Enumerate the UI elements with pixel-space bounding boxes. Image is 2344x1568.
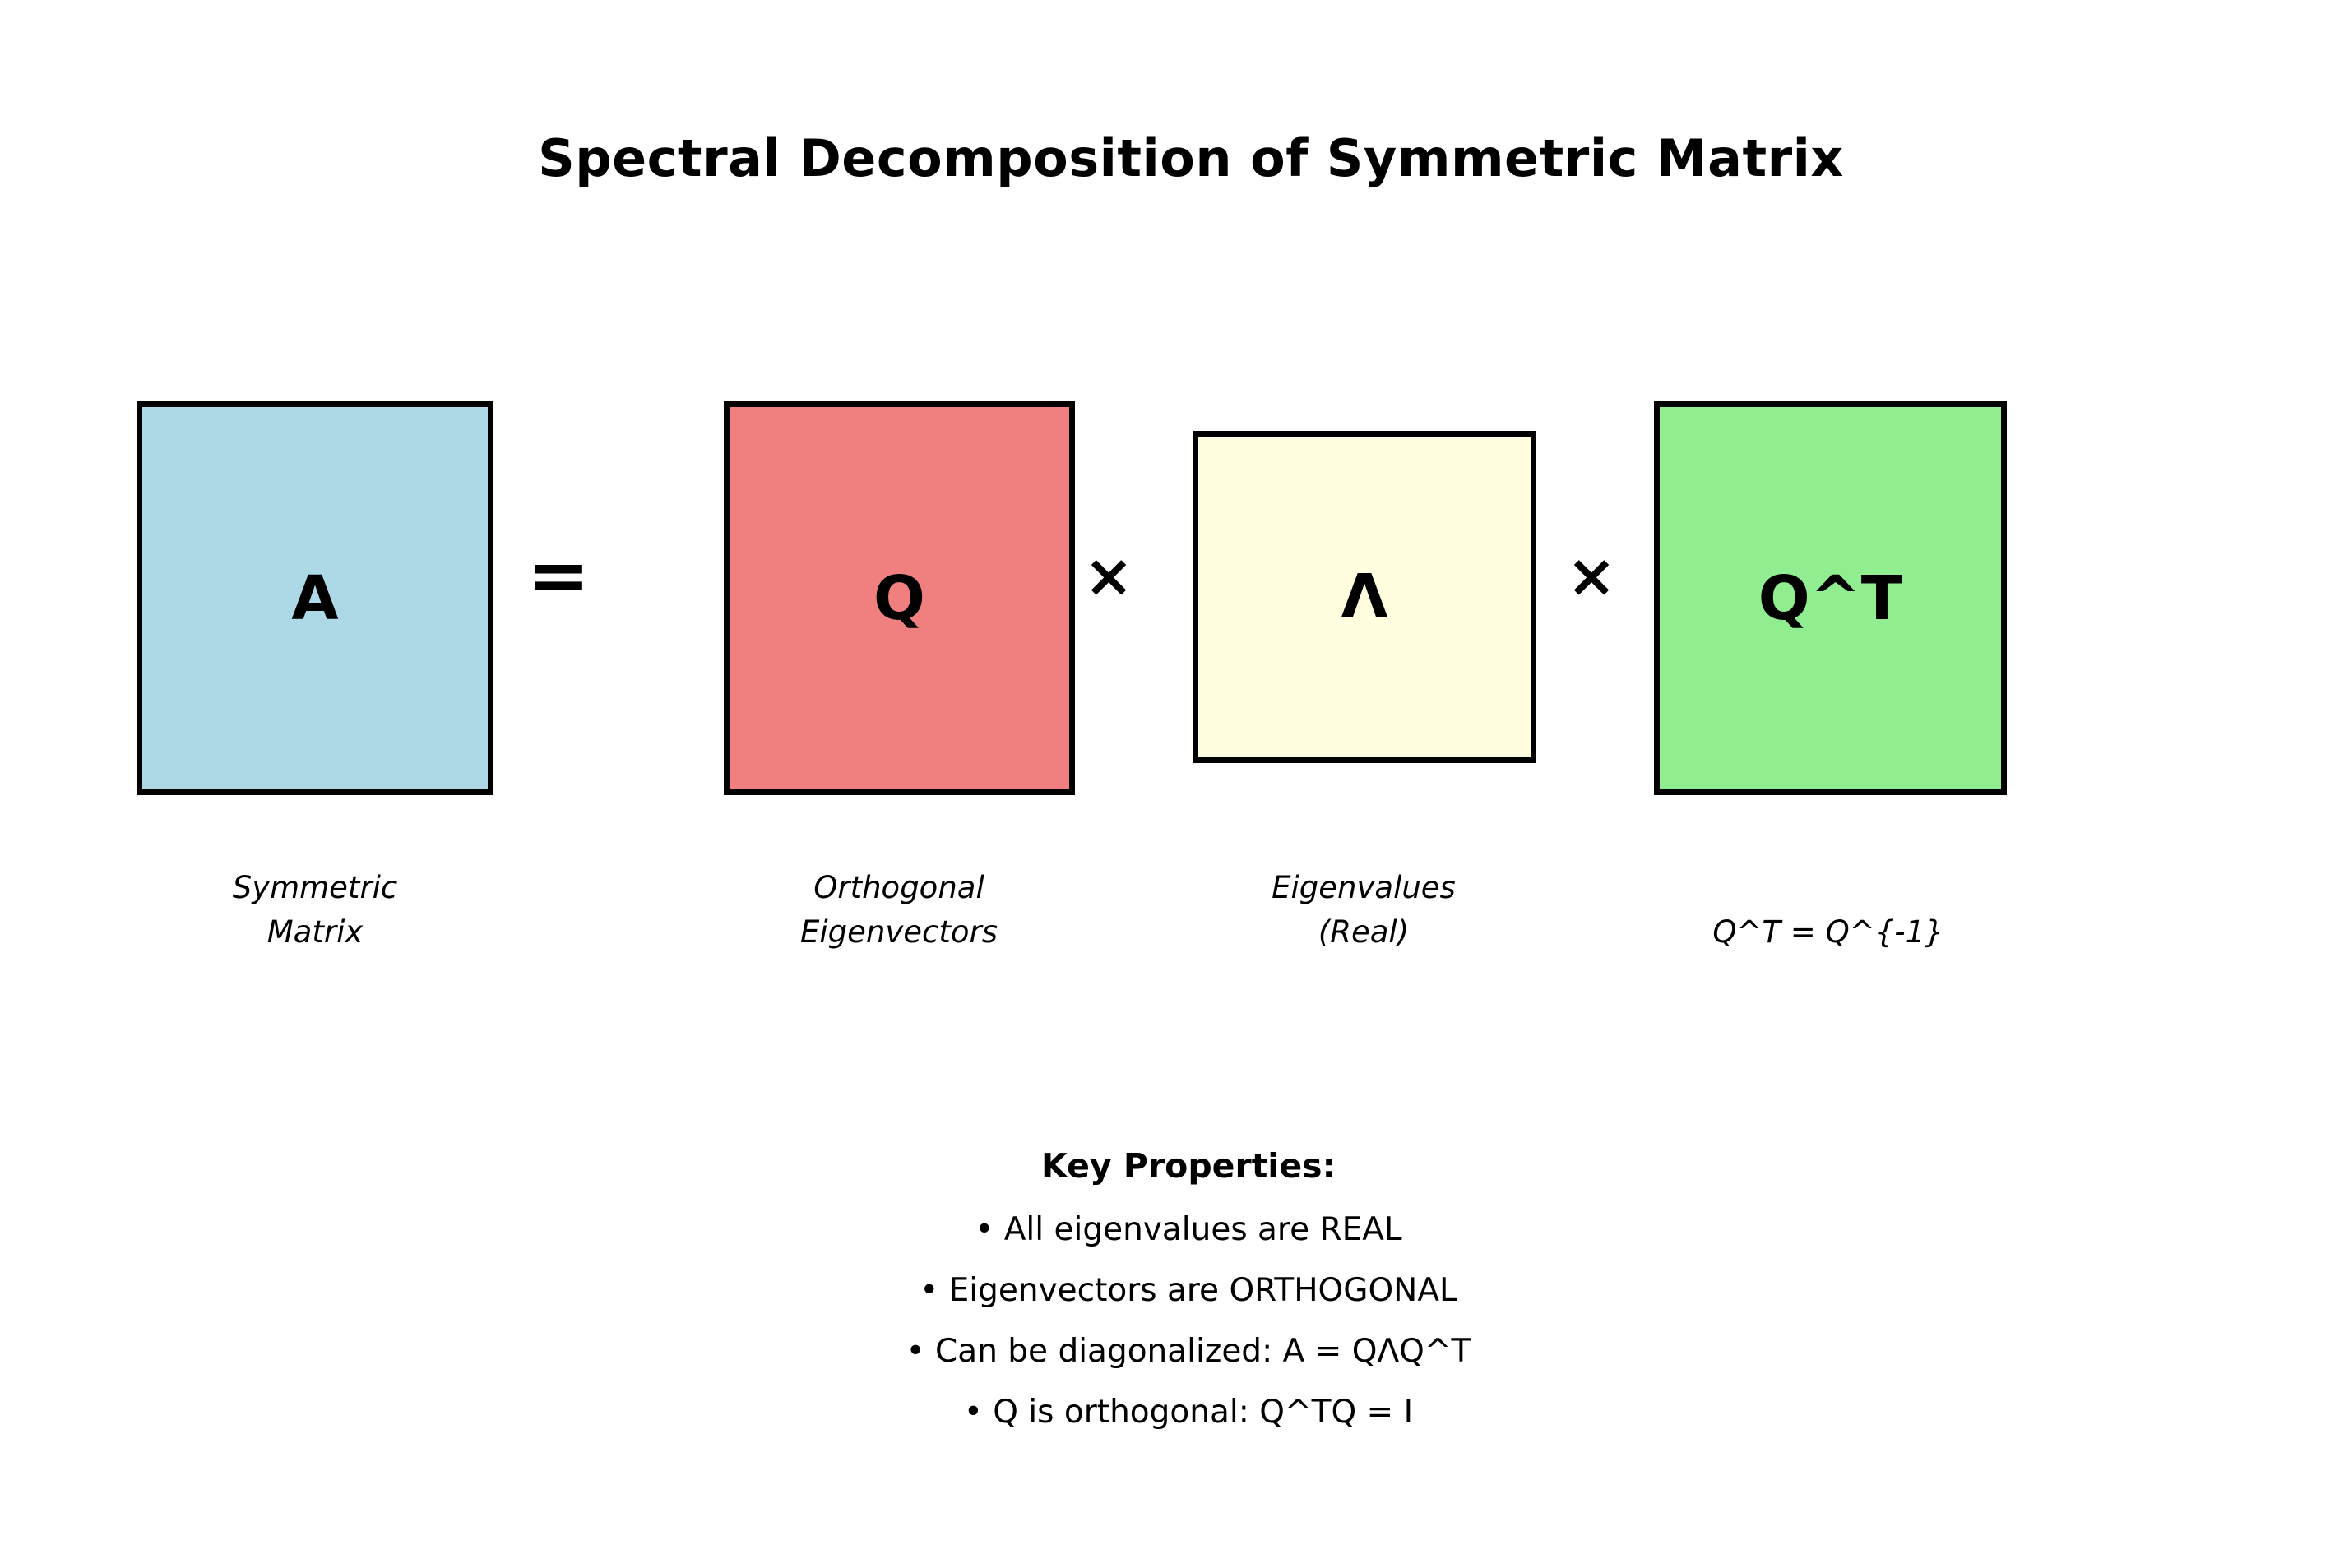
matrix-q-label: Q <box>873 562 925 634</box>
key-properties-heading: Key Properties: <box>1041 1146 1336 1186</box>
caption-symmetric-matrix: Symmetric Matrix <box>232 870 398 950</box>
page-title: Spectral Decomposition of Symmetric Matr… <box>538 128 1844 188</box>
matrix-box-q: Q <box>724 401 1075 795</box>
equals-sign: = <box>526 531 591 619</box>
multiply-sign-1: × <box>1083 541 1134 610</box>
matrix-qt-label: Q^T <box>1758 562 1903 634</box>
key-property-item: • Eigenvectors are ORTHOGONAL <box>920 1272 1457 1309</box>
multiply-sign-2: × <box>1566 541 1617 610</box>
key-property-item: • Q is orthogonal: Q^TQ = I <box>963 1394 1414 1431</box>
matrix-a-label: A <box>291 562 339 634</box>
caption-orthogonal-eigenvectors: Orthogonal Eigenvectors <box>800 870 998 950</box>
key-property-item: • Can be diagonalized: A = QΛQ^T <box>906 1333 1471 1370</box>
matrix-box-qt: Q^T <box>1654 401 2007 795</box>
matrix-box-a: A <box>137 401 493 795</box>
caption-qt-equals-q-inverse: Q^T = Q^{-1} <box>1712 914 1944 950</box>
matrix-box-lambda: Λ <box>1193 431 1536 763</box>
caption-eigenvalues-real: Eigenvalues (Real) <box>1272 870 1456 950</box>
key-property-item: • All eigenvalues are REAL <box>975 1211 1402 1248</box>
matrix-lambda-label: Λ <box>1341 562 1388 632</box>
